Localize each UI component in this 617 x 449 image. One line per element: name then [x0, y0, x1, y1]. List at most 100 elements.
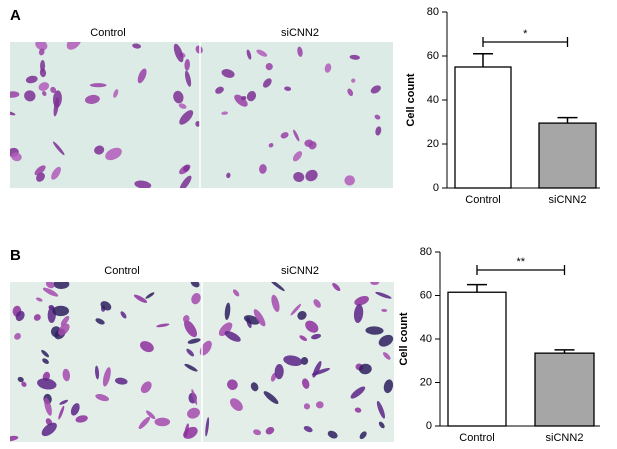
cell	[25, 75, 38, 84]
cell	[138, 416, 151, 429]
cell	[375, 126, 382, 136]
y-tick-label: 60	[427, 50, 439, 62]
x-tick-label: siCNN2	[546, 432, 584, 444]
y-tick-label: 0	[426, 420, 432, 432]
cell	[303, 426, 313, 433]
image-label: Control	[90, 27, 125, 39]
cell	[184, 59, 190, 71]
cell	[263, 391, 279, 404]
cell	[315, 401, 324, 409]
x-tick-label: Control	[459, 432, 494, 444]
cell	[100, 301, 112, 311]
y-axis-label: Cell count	[398, 312, 410, 366]
cell	[221, 111, 229, 115]
cell	[250, 382, 259, 392]
cell	[59, 399, 69, 405]
cell	[303, 403, 311, 410]
cell	[52, 90, 62, 108]
cell	[38, 82, 50, 91]
cell	[52, 141, 65, 156]
cell	[184, 70, 192, 87]
y-tick-label: 20	[427, 138, 439, 150]
bar	[538, 122, 597, 189]
cell	[70, 403, 80, 416]
cell	[349, 54, 361, 60]
cell	[284, 86, 292, 91]
cell	[94, 365, 100, 380]
cell	[375, 291, 392, 299]
cell	[293, 129, 300, 142]
cell	[75, 415, 88, 423]
cell	[378, 334, 394, 347]
cell	[256, 49, 268, 57]
cell	[60, 315, 70, 326]
cell	[370, 282, 380, 286]
cell	[283, 355, 303, 367]
cell	[382, 352, 391, 360]
cell	[241, 95, 247, 101]
cell	[42, 358, 49, 364]
cell	[327, 430, 338, 439]
cell	[95, 318, 105, 325]
image-label: Control	[104, 265, 139, 277]
cell	[191, 388, 198, 405]
cell	[292, 151, 303, 162]
cell	[378, 421, 385, 429]
cell	[253, 429, 261, 436]
micrograph	[10, 42, 393, 188]
cell	[114, 377, 128, 385]
cell	[262, 78, 272, 88]
cell	[113, 89, 119, 98]
cell	[270, 282, 285, 292]
cell	[120, 311, 127, 319]
cell	[299, 335, 308, 342]
cell	[370, 85, 381, 94]
cell	[265, 426, 275, 435]
cell	[105, 147, 122, 161]
cell	[290, 303, 302, 316]
cell	[10, 91, 20, 98]
cell	[312, 361, 322, 378]
cell	[344, 175, 355, 186]
cell	[347, 88, 354, 97]
cell	[179, 175, 192, 188]
cell	[229, 398, 243, 411]
cell	[215, 86, 224, 94]
bar	[534, 352, 595, 427]
cell	[17, 376, 24, 383]
cell	[184, 363, 198, 372]
cell	[33, 314, 41, 321]
y-tick-label: 40	[420, 333, 432, 345]
cell	[305, 169, 318, 182]
cell	[145, 292, 155, 299]
x-tick-label: Control	[465, 194, 500, 206]
cell	[358, 363, 372, 375]
cell	[246, 49, 252, 60]
cell	[178, 103, 187, 109]
cell	[95, 394, 110, 402]
cell	[35, 42, 48, 51]
cell	[354, 295, 369, 306]
cell	[376, 400, 386, 419]
cell	[232, 289, 240, 297]
cell	[302, 378, 310, 389]
cell	[187, 407, 200, 419]
cell	[179, 110, 194, 125]
panel-label: A	[10, 7, 21, 24]
cell	[66, 42, 82, 50]
cell	[140, 341, 154, 353]
y-axis-label: Cell count	[405, 73, 417, 127]
y-tick-label: 80	[420, 246, 432, 258]
cell	[226, 172, 231, 179]
cell	[300, 356, 309, 365]
cell	[246, 90, 257, 102]
cell	[270, 372, 277, 382]
cell	[14, 333, 21, 340]
cell	[227, 379, 238, 390]
cell	[234, 94, 248, 107]
cell	[51, 166, 61, 180]
cell	[37, 378, 57, 390]
cell	[381, 308, 388, 313]
cell	[374, 114, 381, 120]
